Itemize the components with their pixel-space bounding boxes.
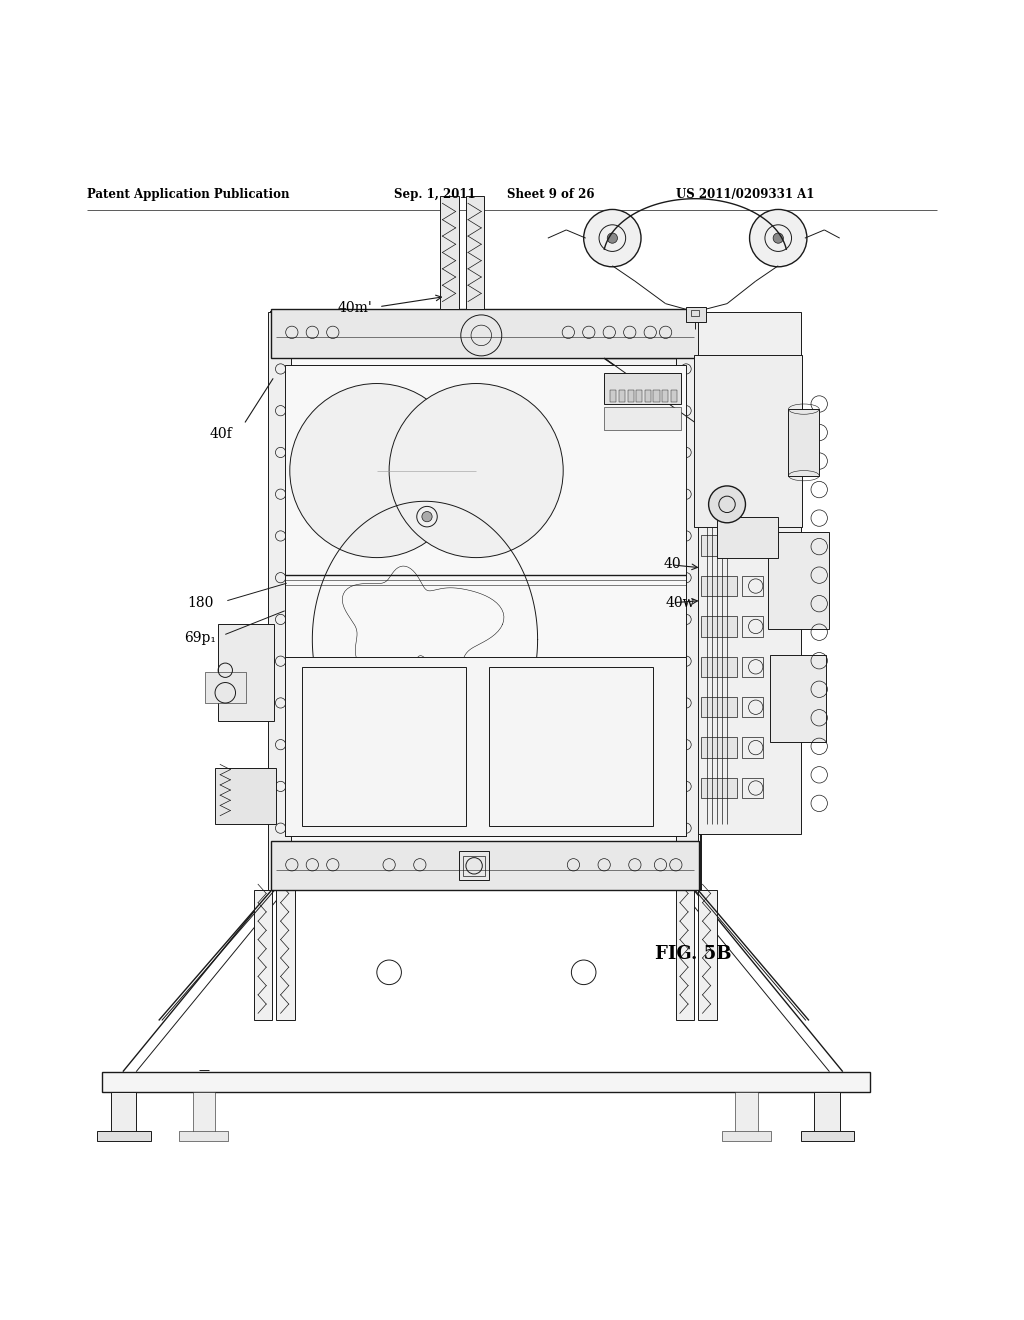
Bar — [604, 407, 681, 429]
Bar — [742, 414, 763, 434]
Bar — [205, 672, 246, 704]
Bar — [636, 389, 642, 403]
Bar — [701, 454, 737, 475]
Bar — [717, 516, 778, 557]
Bar — [276, 891, 295, 1020]
Bar — [691, 310, 699, 315]
Bar — [701, 777, 737, 799]
Bar — [97, 1131, 151, 1142]
Bar — [610, 389, 616, 403]
Bar — [742, 616, 763, 636]
Bar — [671, 389, 677, 403]
Bar — [742, 454, 763, 475]
Text: 40w: 40w — [666, 595, 695, 610]
Bar — [701, 495, 737, 516]
Text: 40f: 40f — [210, 426, 232, 441]
Text: 180: 180 — [187, 595, 214, 610]
Bar — [271, 309, 699, 358]
Bar — [788, 409, 819, 475]
Bar — [722, 1131, 771, 1142]
Text: Sep. 1, 2011: Sep. 1, 2011 — [394, 187, 476, 201]
Bar — [285, 366, 686, 836]
Bar — [770, 655, 826, 742]
Circle shape — [750, 210, 807, 267]
Circle shape — [607, 234, 617, 243]
Bar — [701, 414, 737, 434]
Bar — [701, 656, 737, 677]
Text: 69p₁: 69p₁ — [184, 631, 216, 644]
Bar — [742, 738, 763, 758]
Bar — [801, 1131, 854, 1142]
Text: FIG. 5B: FIG. 5B — [655, 945, 732, 964]
Text: US 2011/0209331 A1: US 2011/0209331 A1 — [676, 187, 814, 201]
Bar — [742, 777, 763, 799]
Bar — [466, 197, 484, 309]
Bar — [768, 532, 829, 630]
Bar — [676, 312, 698, 891]
Polygon shape — [604, 358, 799, 496]
Bar — [814, 1092, 840, 1133]
Bar — [645, 389, 651, 403]
Bar — [742, 495, 763, 516]
Bar — [111, 1092, 136, 1133]
Bar — [489, 667, 653, 826]
Bar — [698, 891, 717, 1020]
Circle shape — [389, 384, 563, 557]
Bar — [686, 306, 706, 322]
Bar — [268, 312, 291, 891]
Circle shape — [709, 486, 745, 523]
Bar — [663, 389, 669, 403]
Bar — [701, 576, 737, 597]
Circle shape — [773, 234, 783, 243]
Bar — [742, 697, 763, 718]
Bar — [735, 1092, 758, 1133]
Bar — [215, 767, 276, 824]
Bar — [440, 197, 459, 309]
Text: 40m': 40m' — [338, 301, 373, 315]
Circle shape — [422, 512, 432, 521]
Bar — [218, 624, 274, 722]
Bar — [618, 389, 625, 403]
Bar — [676, 891, 694, 1020]
Bar — [285, 657, 686, 836]
Text: 40: 40 — [664, 557, 681, 570]
Text: Patent Application Publication: Patent Application Publication — [87, 187, 290, 201]
Bar — [694, 355, 802, 527]
Circle shape — [584, 210, 641, 267]
Bar — [742, 536, 763, 556]
Bar — [698, 312, 801, 834]
Bar — [742, 656, 763, 677]
Bar — [179, 1131, 228, 1142]
Bar — [604, 374, 681, 404]
Bar — [742, 576, 763, 597]
Bar — [701, 697, 737, 718]
Bar — [701, 616, 737, 636]
Bar — [302, 667, 466, 826]
Bar — [193, 1092, 215, 1133]
Bar — [102, 1072, 870, 1092]
Bar — [271, 312, 701, 891]
Bar — [463, 855, 485, 876]
Bar — [254, 891, 272, 1020]
Bar — [271, 841, 699, 891]
Bar — [628, 389, 634, 403]
Bar — [701, 738, 737, 758]
Text: Sheet 9 of 26: Sheet 9 of 26 — [507, 187, 594, 201]
Circle shape — [290, 384, 464, 557]
Bar — [459, 851, 489, 880]
Bar — [701, 536, 737, 556]
Bar — [653, 389, 659, 403]
